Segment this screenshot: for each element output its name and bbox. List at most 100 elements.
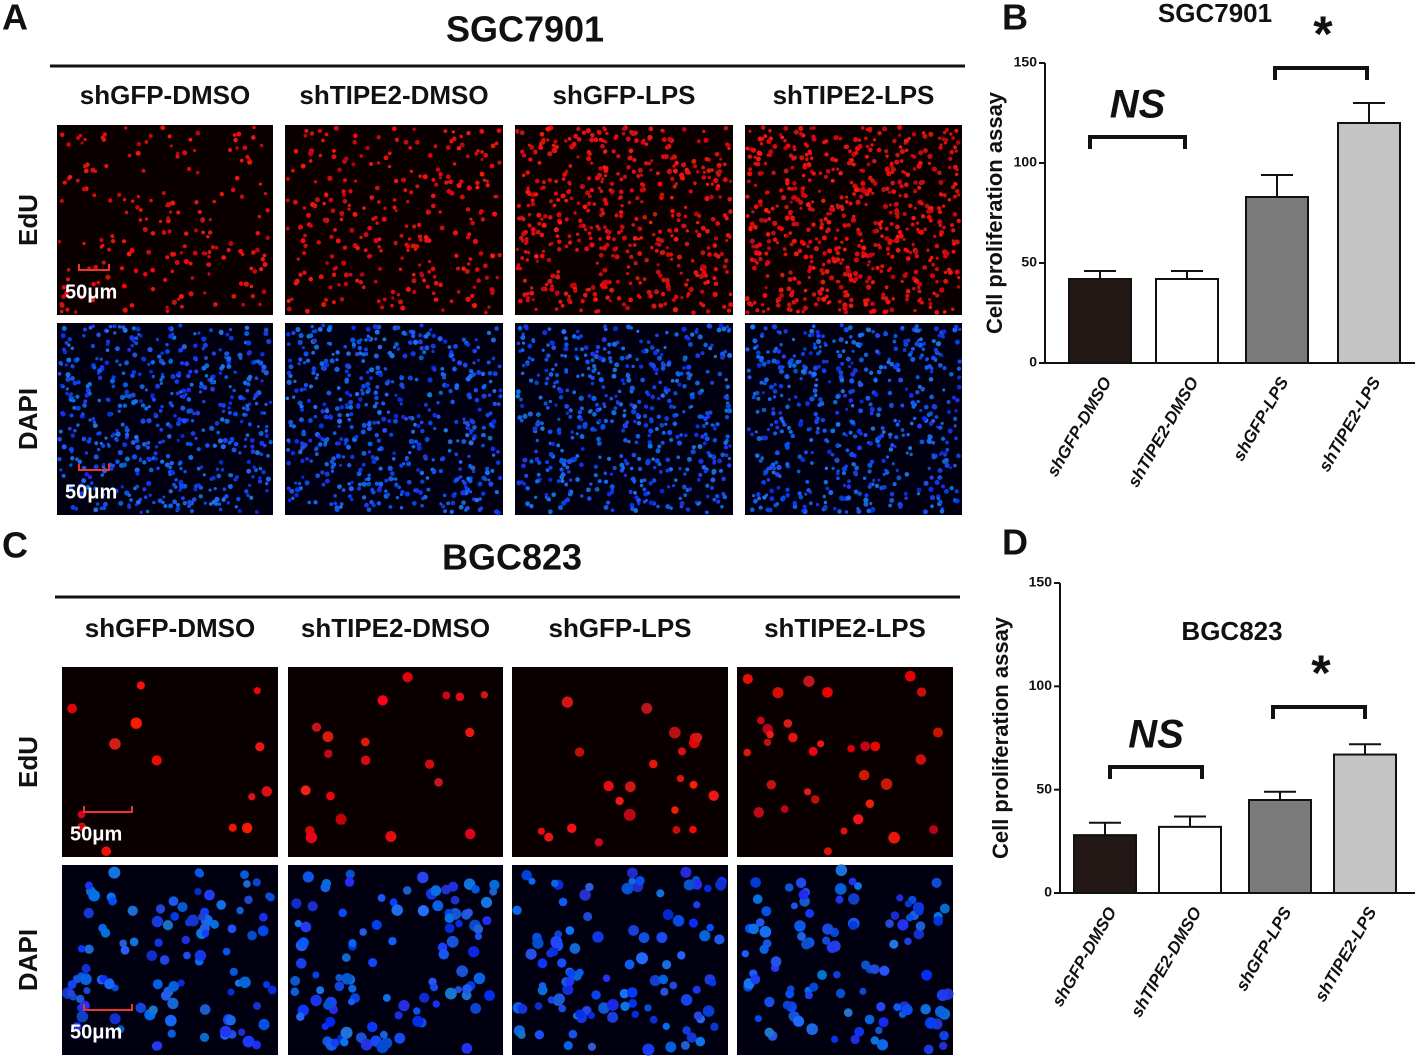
cell <box>927 439 932 444</box>
cell <box>120 266 124 270</box>
cell <box>485 470 490 475</box>
cell <box>808 178 812 182</box>
cell <box>362 423 367 428</box>
x-tick-label: shTIPE2-LPS <box>1315 373 1385 475</box>
cell <box>655 333 659 337</box>
cell <box>598 407 602 411</box>
cell <box>419 238 423 242</box>
cell <box>881 778 893 790</box>
cell <box>85 393 90 398</box>
cell <box>455 920 463 928</box>
cell <box>495 141 499 145</box>
cell <box>295 279 300 284</box>
cell <box>408 451 411 454</box>
cell <box>467 455 470 458</box>
cell <box>355 352 359 356</box>
cell <box>745 147 749 151</box>
cell <box>191 419 194 422</box>
cell <box>767 307 770 310</box>
cell <box>423 174 428 179</box>
cell <box>843 484 846 487</box>
cell <box>232 447 237 452</box>
cell <box>915 390 920 395</box>
cell <box>332 353 335 356</box>
cell <box>482 426 486 430</box>
cell <box>639 365 643 369</box>
cell <box>423 454 428 459</box>
cell <box>630 507 634 511</box>
cell <box>526 363 529 366</box>
cell <box>567 298 572 303</box>
cell <box>537 461 541 465</box>
cell <box>475 181 479 185</box>
cell <box>930 370 934 374</box>
cell <box>804 788 811 795</box>
cell <box>590 427 595 432</box>
cell <box>485 276 489 280</box>
cell <box>955 150 958 153</box>
cell <box>544 358 548 362</box>
cell <box>517 1031 525 1039</box>
cell <box>705 157 709 161</box>
bar <box>1074 835 1136 893</box>
cell <box>132 370 136 374</box>
cell <box>342 192 346 196</box>
cell <box>115 346 120 351</box>
cell <box>328 415 333 420</box>
cell <box>127 252 132 257</box>
cell <box>683 493 687 497</box>
cell <box>903 212 907 216</box>
cell <box>90 168 95 173</box>
cell <box>845 195 848 198</box>
cell <box>788 210 793 215</box>
cell <box>132 454 137 459</box>
cell <box>240 159 244 163</box>
cell <box>238 509 242 513</box>
cell <box>419 993 429 1003</box>
cell <box>195 868 203 876</box>
cell <box>927 467 930 470</box>
cell <box>325 479 330 484</box>
cell <box>710 1023 718 1031</box>
cell <box>397 485 401 489</box>
cell <box>780 135 784 139</box>
cell <box>824 480 828 484</box>
cell <box>170 392 173 395</box>
cell <box>488 393 492 397</box>
cell <box>776 241 779 244</box>
cell <box>605 132 608 135</box>
cell <box>259 913 268 922</box>
cell <box>537 373 540 376</box>
cell <box>396 325 401 330</box>
cell <box>712 469 717 474</box>
cell <box>70 433 74 437</box>
cell <box>333 502 337 506</box>
cell <box>898 234 903 239</box>
cell <box>864 136 868 140</box>
cell <box>220 192 224 196</box>
significance-bracket <box>1273 707 1365 719</box>
cell <box>684 206 687 209</box>
cell <box>566 412 569 415</box>
cell <box>576 330 580 334</box>
cell <box>349 393 353 397</box>
cell <box>492 453 495 456</box>
cell <box>666 287 671 292</box>
cell <box>694 1011 703 1020</box>
cell <box>863 433 867 437</box>
column-label: shTIPE2-DMSO <box>301 613 490 643</box>
cell <box>640 236 644 240</box>
cell <box>266 236 270 240</box>
cell <box>649 221 653 225</box>
cell <box>766 350 770 354</box>
cell <box>121 485 124 488</box>
cell <box>560 479 564 483</box>
cell <box>588 232 591 235</box>
cell <box>551 880 559 888</box>
cell <box>604 419 608 423</box>
cell <box>794 920 806 932</box>
cell <box>456 267 460 271</box>
cell <box>817 403 821 407</box>
cell <box>583 912 592 921</box>
cell <box>106 348 110 352</box>
